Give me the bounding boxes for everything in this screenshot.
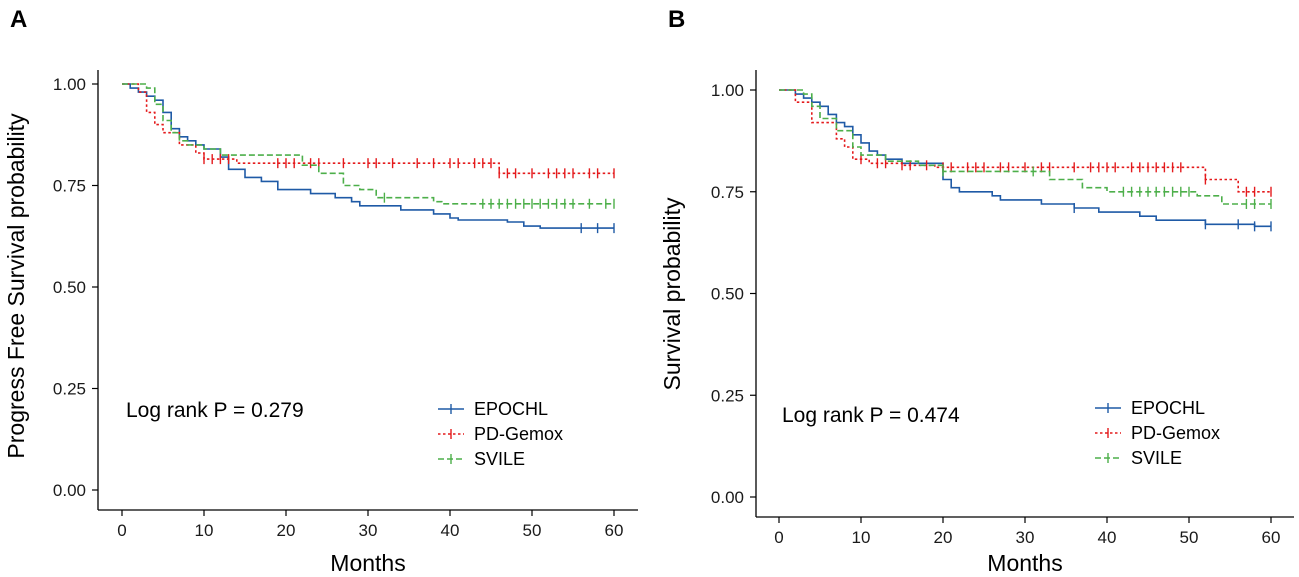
y-tick-label: 1.00 — [53, 75, 86, 94]
series-line-pd-gemox — [779, 89, 1271, 193]
y-tick-label: 0.25 — [711, 386, 744, 405]
survival-curves — [779, 89, 1272, 232]
y-tick-label: 0.25 — [53, 380, 86, 399]
x-tick-label: 0 — [774, 528, 783, 547]
legend-item-svile: SVILE — [1095, 448, 1182, 468]
x-tick-label: 30 — [1016, 528, 1035, 547]
legend-item-epochl: EPOCHL — [438, 399, 548, 419]
series-line-svile — [779, 89, 1271, 205]
axes: 0 10 20 30 40 50 60 0.00 0.25 0.50 0.75 1.00 — [53, 70, 638, 540]
x-tick-label: 10 — [195, 521, 214, 540]
y-tick-label: 0.75 — [53, 177, 86, 196]
legend-item-pd-gemox: PD-Gemox — [1095, 423, 1220, 443]
x-axis-title: Months — [987, 550, 1062, 576]
legend-label: SVILE — [474, 449, 525, 469]
y-axis-title: Progress Free Survival probability — [3, 113, 29, 459]
y-tick-label: 0.00 — [53, 481, 86, 500]
legend: EPOCHL PD-Gemox SVILE — [1095, 398, 1220, 468]
panel-label: A — [10, 6, 27, 33]
x-tick-label: 0 — [117, 521, 126, 540]
legend: EPOCHL PD-Gemox SVILE — [438, 399, 563, 469]
x-tick-label: 60 — [1262, 528, 1281, 547]
y-tick-label: 0.50 — [711, 285, 744, 304]
x-tick-label: 40 — [1098, 528, 1117, 547]
x-tick-label: 20 — [934, 528, 953, 547]
log-rank-annotation: Log rank P = 0.279 — [126, 399, 304, 422]
legend-label: PD-Gemox — [1131, 423, 1220, 443]
legend-item-svile: SVILE — [438, 449, 525, 469]
y-tick-label: 1.00 — [711, 81, 744, 100]
legend-label: EPOCHL — [474, 399, 548, 419]
axes: 0 10 20 30 40 50 60 0.00 0.25 0.50 0.75 1.00 — [711, 70, 1294, 547]
x-tick-label: 20 — [277, 521, 296, 540]
legend-label: SVILE — [1131, 448, 1182, 468]
x-tick-label: 60 — [605, 521, 624, 540]
panel-label: B — [668, 6, 685, 33]
y-tick-label: 0.50 — [53, 278, 86, 297]
series-line-epochl — [122, 83, 614, 229]
panel-b: B Survival probability Months Log rank P… — [659, 6, 1294, 576]
series-line-svile — [122, 83, 614, 205]
legend-item-pd-gemox: PD-Gemox — [438, 424, 563, 444]
legend-item-epochl: EPOCHL — [1095, 398, 1205, 418]
x-tick-label: 40 — [441, 521, 460, 540]
x-tick-label: 10 — [852, 528, 871, 547]
panel-a: A Progress Free Survival probability Mon… — [3, 6, 638, 576]
x-tick-label: 50 — [523, 521, 542, 540]
x-axis-title: Months — [330, 550, 405, 576]
y-tick-label: 0.00 — [711, 488, 744, 507]
survival-curves — [122, 83, 615, 234]
legend-label: PD-Gemox — [474, 424, 563, 444]
legend-label: EPOCHL — [1131, 398, 1205, 418]
y-axis-title: Survival probability — [659, 197, 685, 391]
y-tick-label: 0.75 — [711, 183, 744, 202]
log-rank-annotation: Log rank P = 0.474 — [782, 404, 960, 427]
x-tick-label: 30 — [359, 521, 378, 540]
x-tick-label: 50 — [1180, 528, 1199, 547]
